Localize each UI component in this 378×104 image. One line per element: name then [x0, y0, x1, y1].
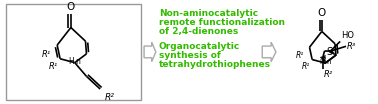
Text: n: n — [326, 59, 331, 65]
Text: remote functionalization: remote functionalization — [159, 18, 285, 27]
Polygon shape — [329, 50, 336, 55]
Text: R³: R³ — [347, 42, 356, 51]
Text: R²: R² — [105, 93, 115, 102]
Polygon shape — [144, 42, 156, 62]
Text: R¹: R¹ — [42, 50, 51, 59]
Text: HO: HO — [341, 31, 354, 40]
Text: R¹: R¹ — [49, 62, 58, 71]
Text: Organocatalytic: Organocatalytic — [159, 42, 240, 51]
Text: O: O — [67, 2, 75, 12]
Text: R¹: R¹ — [296, 51, 304, 60]
Text: R²: R² — [324, 70, 333, 79]
Text: Non-aminocatalytic: Non-aminocatalytic — [159, 9, 258, 18]
Text: tetrahydrothiophenes: tetrahydrothiophenes — [159, 60, 271, 69]
Text: O: O — [318, 8, 326, 18]
Text: n: n — [76, 57, 81, 66]
Text: R¹: R¹ — [302, 62, 310, 71]
Text: of 2,4-dienones: of 2,4-dienones — [159, 27, 238, 36]
Text: synthesis of: synthesis of — [159, 51, 221, 60]
Bar — [6, 4, 141, 100]
Text: H: H — [68, 57, 74, 66]
Text: H: H — [319, 59, 324, 65]
Text: S: S — [327, 47, 333, 57]
Polygon shape — [262, 42, 276, 62]
